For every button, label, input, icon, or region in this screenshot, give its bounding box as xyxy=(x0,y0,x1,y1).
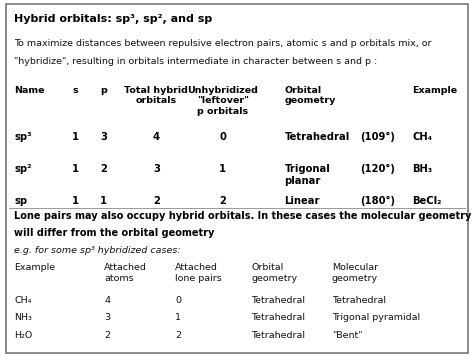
Text: 1: 1 xyxy=(71,132,79,142)
Text: "hybridize", resulting in orbitals intermediate in character between s and p :: "hybridize", resulting in orbitals inter… xyxy=(14,57,377,66)
Text: CH₄: CH₄ xyxy=(14,296,32,305)
Text: CH₄: CH₄ xyxy=(412,132,432,142)
Text: Lone pairs may also occupy hybrid orbitals. In these cases the molecular geometr: Lone pairs may also occupy hybrid orbita… xyxy=(14,211,472,221)
Text: Molecular
geometry: Molecular geometry xyxy=(332,263,378,283)
Text: 2: 2 xyxy=(153,196,160,206)
Text: Orbital
geometry: Orbital geometry xyxy=(251,263,297,283)
Text: p: p xyxy=(100,86,107,95)
Text: 0: 0 xyxy=(219,132,226,142)
Text: 2: 2 xyxy=(219,196,226,206)
Text: Attached
atoms: Attached atoms xyxy=(104,263,147,283)
Text: Trigonal pyramidal: Trigonal pyramidal xyxy=(332,313,420,322)
Text: sp²: sp² xyxy=(14,164,32,174)
Text: 2: 2 xyxy=(175,331,182,340)
Text: 3: 3 xyxy=(100,132,107,142)
Text: Tetrahedral: Tetrahedral xyxy=(284,132,350,142)
Text: Trigonal
planar: Trigonal planar xyxy=(284,164,330,186)
Text: To maximize distances between repulsive electron pairs, atomic s and p orbitals : To maximize distances between repulsive … xyxy=(14,39,432,48)
Text: Example: Example xyxy=(412,86,457,95)
Text: Total hybrid
orbitals: Total hybrid orbitals xyxy=(125,86,188,105)
Text: Unhybridized
"leftover"
p orbitals: Unhybridized "leftover" p orbitals xyxy=(187,86,258,116)
Text: Name: Name xyxy=(14,86,45,95)
Text: Tetrahedral: Tetrahedral xyxy=(251,331,305,340)
Text: NH₃: NH₃ xyxy=(14,313,32,322)
Text: 0: 0 xyxy=(175,296,182,305)
Text: 1: 1 xyxy=(219,164,227,174)
Text: (109°): (109°) xyxy=(360,132,395,142)
Text: 4: 4 xyxy=(153,132,160,142)
Text: Tetrahedral: Tetrahedral xyxy=(251,296,305,305)
Text: will differ from the orbital geometry: will differ from the orbital geometry xyxy=(14,228,215,238)
Text: (120°): (120°) xyxy=(360,164,395,174)
Text: s: s xyxy=(72,86,78,95)
Text: H₂O: H₂O xyxy=(14,331,33,340)
Text: (180°): (180°) xyxy=(360,196,395,206)
Text: 1: 1 xyxy=(175,313,182,322)
Text: Hybrid orbitals: sp³, sp², and sp: Hybrid orbitals: sp³, sp², and sp xyxy=(14,14,212,24)
Text: sp³: sp³ xyxy=(14,132,32,142)
Text: 1: 1 xyxy=(100,196,107,206)
Text: 1: 1 xyxy=(71,196,79,206)
Text: sp: sp xyxy=(14,196,27,206)
Text: 2: 2 xyxy=(100,164,107,174)
Text: Orbital
geometry: Orbital geometry xyxy=(284,86,336,105)
Text: 2: 2 xyxy=(104,331,110,340)
Text: 3: 3 xyxy=(153,164,160,174)
Text: e.g. for some sp³ hybridized cases:: e.g. for some sp³ hybridized cases: xyxy=(14,246,181,255)
Text: 4: 4 xyxy=(104,296,110,305)
Text: 1: 1 xyxy=(71,164,79,174)
Text: Attached
lone pairs: Attached lone pairs xyxy=(175,263,222,283)
FancyBboxPatch shape xyxy=(6,4,468,353)
Text: Linear: Linear xyxy=(284,196,320,206)
Text: BH₃: BH₃ xyxy=(412,164,432,174)
Text: "Bent": "Bent" xyxy=(332,331,362,340)
Text: 3: 3 xyxy=(104,313,110,322)
Text: Tetrahedral: Tetrahedral xyxy=(251,313,305,322)
Text: Example: Example xyxy=(14,263,55,272)
Text: Tetrahedral: Tetrahedral xyxy=(332,296,386,305)
Text: BeCl₂: BeCl₂ xyxy=(412,196,442,206)
